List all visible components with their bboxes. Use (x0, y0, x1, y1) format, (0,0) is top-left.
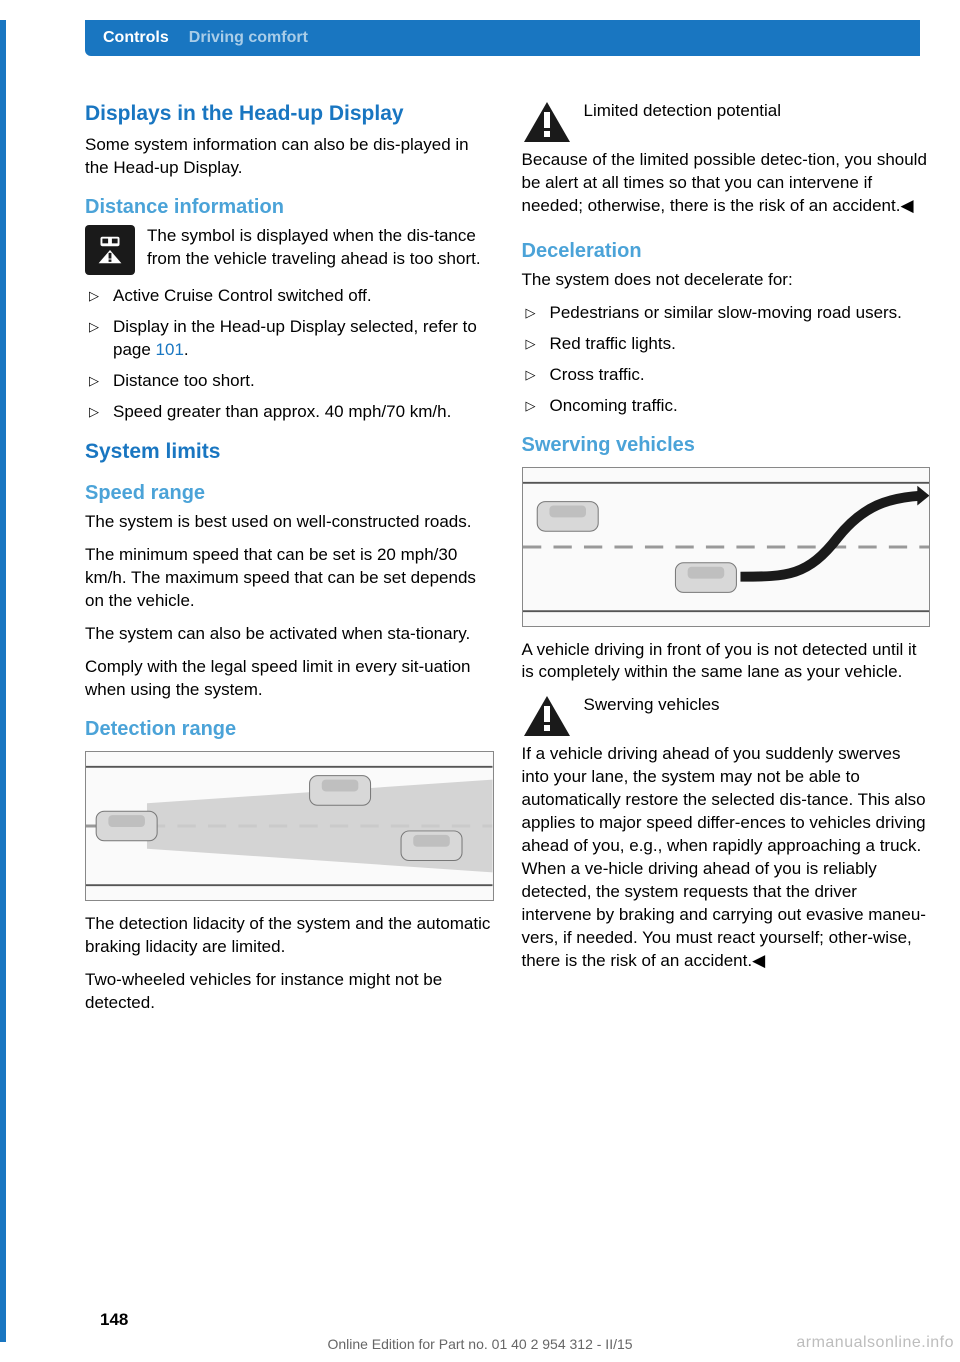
heading-swerving: Swerving vehicles (522, 432, 931, 459)
header-bar: Controls Driving comfort (85, 20, 920, 56)
list-item: Pedestrians or similar slow-moving road … (522, 302, 931, 325)
left-accent-stripe (0, 20, 6, 1342)
heading-speed-range: Speed range (85, 480, 494, 507)
list-item: Oncoming traffic. (522, 395, 931, 418)
heading-detection-range: Detection range (85, 716, 494, 743)
paragraph-swerve: A vehicle driving in front of you is not… (522, 639, 931, 685)
warning-icon (522, 694, 572, 739)
heading-displays-hud: Displays in the Head-up Display (85, 100, 494, 128)
warning-title: Limited detection potential (584, 100, 931, 123)
page-number: 148 (100, 1309, 128, 1332)
header-tab-controls: Controls (103, 27, 169, 49)
paragraph-decel-intro: The system does not decelerate for: (522, 269, 931, 292)
list-item: Distance too short. (85, 370, 494, 393)
left-column: Displays in the Head-up Display Some sys… (85, 100, 494, 1025)
warning-row-swerving: Swerving vehicles (522, 694, 931, 739)
paragraph-hud-intro: Some system information can also be dis‐… (85, 134, 494, 180)
list-item: Cross traffic. (522, 364, 931, 387)
warning-icon (522, 100, 572, 145)
list-item-text-end: . (184, 340, 189, 359)
watermark-text: armanualsonline.info (796, 1332, 954, 1354)
heading-deceleration: Deceleration (522, 238, 931, 265)
list-item: Active Cruise Control switched off. (85, 285, 494, 308)
paragraph-speed-2: The minimum speed that can be set is 20 … (85, 544, 494, 613)
right-column: Limited detection potential Because of t… (522, 100, 931, 1025)
figure-detection-range (85, 751, 494, 901)
heading-distance-info: Distance information (85, 194, 494, 221)
list-item: Speed greater than approx. 40 mph/70 km/… (85, 401, 494, 424)
distance-icon-row: The symbol is displayed when the dis‐tan… (85, 225, 494, 275)
header-tab-driving-comfort: Driving comfort (189, 27, 308, 49)
warning-body: If a vehicle driving ahead of you sudden… (522, 743, 931, 972)
distance-warning-icon (85, 225, 135, 275)
paragraph-detection-2: Two-wheeled vehicles for instance might … (85, 969, 494, 1015)
page-reference-link[interactable]: 101 (156, 340, 184, 359)
list-item: Red traffic lights. (522, 333, 931, 356)
figure-swerving (522, 467, 931, 627)
paragraph-speed-3: The system can also be activated when st… (85, 623, 494, 646)
warning-row-limited-detection: Limited detection potential (522, 100, 931, 145)
distance-list: Active Cruise Control switched off. Disp… (85, 285, 494, 424)
decel-list: Pedestrians or similar slow-moving road … (522, 302, 931, 418)
paragraph-distance-icon: The symbol is displayed when the dis‐tan… (147, 225, 494, 271)
warning-title: Swerving vehicles (584, 694, 931, 717)
paragraph-detection-1: The detection lidacity of the system and… (85, 913, 494, 959)
paragraph-speed-4: Comply with the legal speed limit in eve… (85, 656, 494, 702)
list-item: Display in the Head-up Display selected,… (85, 316, 494, 362)
paragraph-speed-1: The system is best used on well-construc… (85, 511, 494, 534)
heading-system-limits: System limits (85, 438, 494, 466)
content-area: Displays in the Head-up Display Some sys… (85, 100, 930, 1025)
warning-body: Because of the limited possible detec‐ti… (522, 149, 931, 218)
